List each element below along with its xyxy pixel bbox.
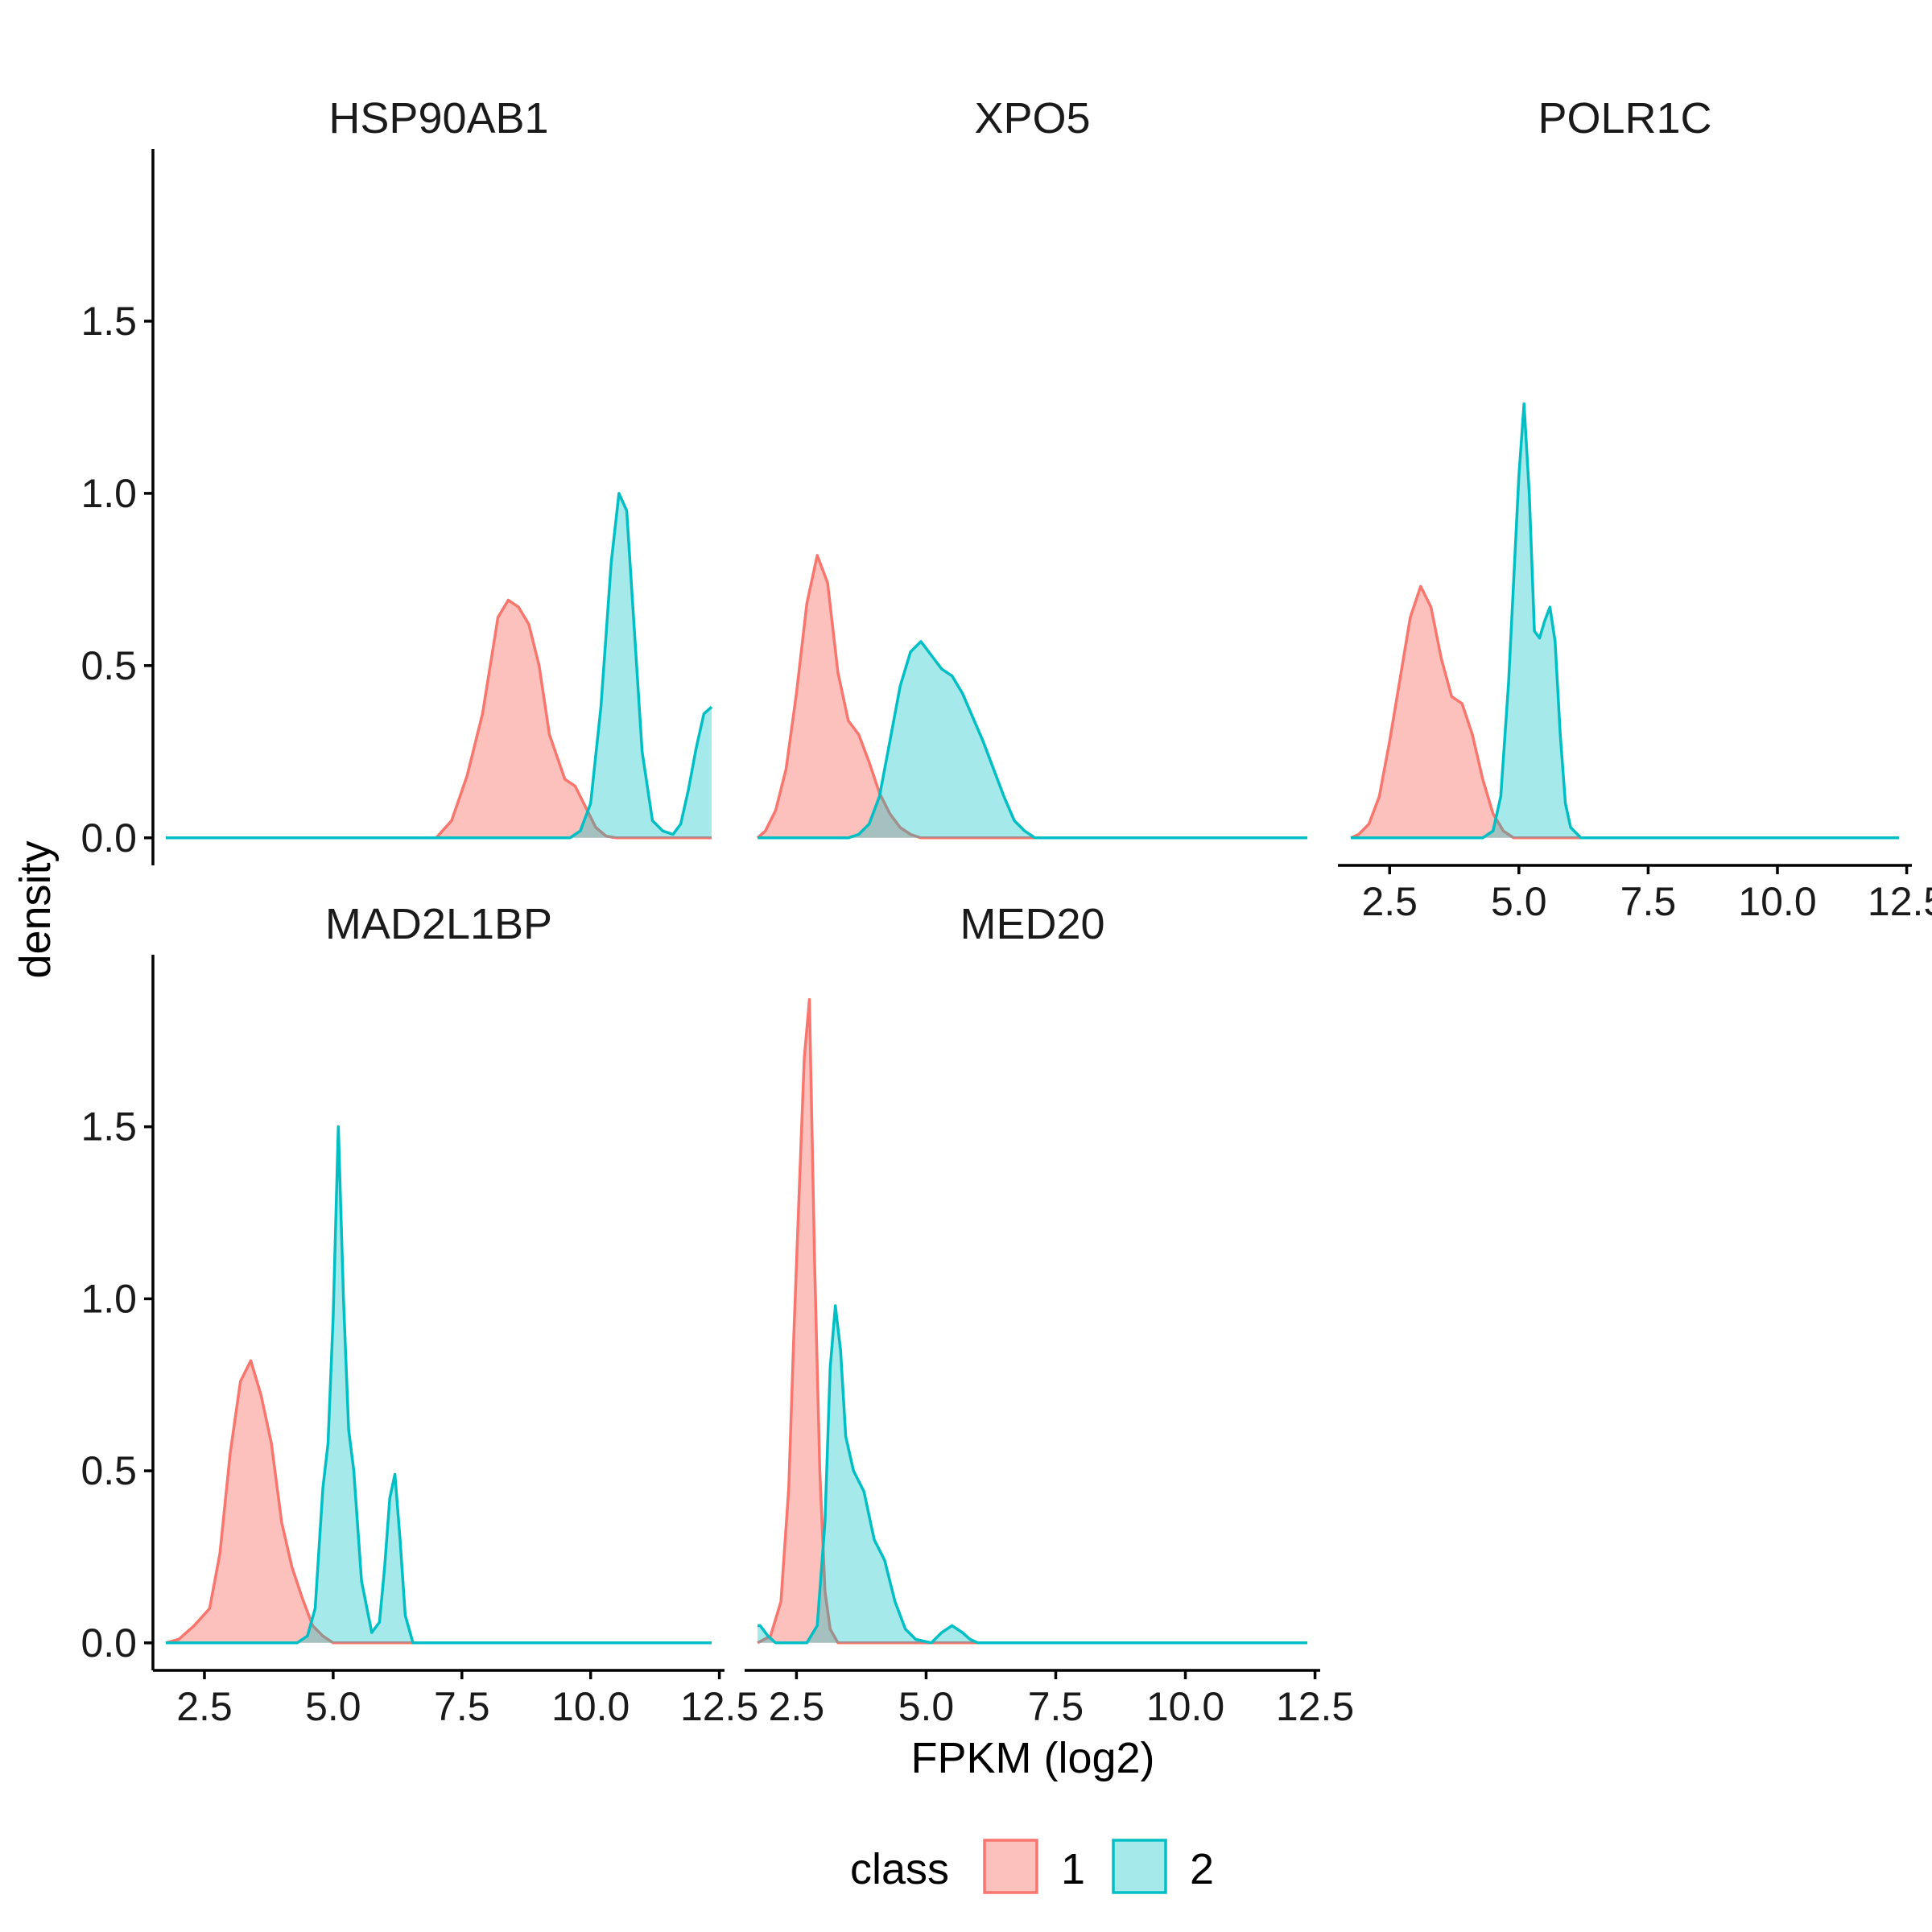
density-line-class-2 [758, 1304, 1307, 1645]
y-axis-title: density [11, 840, 60, 978]
density-area-class-1 [758, 999, 1307, 1643]
x-tick-label: 10.0 [551, 1684, 630, 1729]
legend: class 1 2 [850, 1839, 1214, 1894]
x-tick-label: 7.5 [434, 1684, 490, 1729]
y-tick-label: 0.5 [80, 643, 137, 688]
x-tick-label: 5.0 [305, 1684, 361, 1729]
x-tick-label: 2.5 [769, 1684, 825, 1729]
x-tick-label: 12.5 [1868, 879, 1932, 924]
y-tick-label: 1.0 [80, 471, 137, 516]
x-tick-label: 12.5 [1276, 1684, 1354, 1729]
x-tick-label: 7.5 [1620, 879, 1677, 924]
panel-title: MAD2L1BP [325, 900, 552, 948]
panel-polr1c: POLR1C 2.5 5.0 7.5 10.0 12.5 [1338, 94, 1932, 924]
y-tick-label: 0.0 [80, 815, 137, 861]
density-area-class-1 [166, 1360, 712, 1643]
panel-title: XPO5 [974, 94, 1090, 142]
x-tick-label: 5.0 [1491, 879, 1547, 924]
y-tick-label: 0.0 [80, 1620, 137, 1666]
x-tick-label: 10.0 [1146, 1684, 1224, 1729]
legend-label-class-1: 1 [1061, 1845, 1085, 1893]
panel-med20: MED20 2.5 5.0 7.5 10.0 12.5 [745, 900, 1354, 1729]
legend-title: class [850, 1845, 949, 1893]
density-line-class-2 [166, 492, 713, 840]
x-tick-label: 2.5 [1361, 879, 1418, 924]
panels-layer: HSP90AB1 0.0 0.5 1.0 1.5 XPO5 POLR1C 2.5 5.0 7.5 1… [80, 94, 1932, 1729]
density-line-class-1 [757, 997, 1307, 1645]
density-area-class-2 [758, 641, 1307, 838]
legend-key-class-2 [1112, 1839, 1167, 1894]
density-line-class-2 [758, 640, 1307, 840]
legend-label-class-2: 2 [1190, 1845, 1214, 1893]
density-line-class-2 [1351, 402, 1899, 840]
x-tick-label: 2.5 [176, 1684, 233, 1729]
density-line-class-1 [756, 554, 1307, 840]
x-axis-title: FPKM (log2) [910, 1734, 1154, 1782]
panel-title: POLR1C [1538, 94, 1711, 142]
x-tick-label: 12.5 [680, 1684, 758, 1729]
panel-mad2l1bp: MAD2L1BP 0.0 0.5 1.0 1.5 2.5 5.0 7.5 10.0 12.5 [80, 900, 758, 1729]
density-line-class-2 [166, 1125, 712, 1645]
y-tick-label: 1.5 [80, 299, 137, 344]
x-tick-label: 5.0 [898, 1684, 955, 1729]
y-tick-label: 1.5 [80, 1104, 137, 1150]
panel-xpo5: XPO5 [756, 94, 1307, 840]
x-tick-label: 10.0 [1738, 879, 1816, 924]
x-tick-label: 7.5 [1028, 1684, 1084, 1729]
legend-key-class-1 [983, 1839, 1038, 1894]
y-tick-label: 1.0 [80, 1276, 137, 1321]
panel-hsp90ab1: HSP90AB1 0.0 0.5 1.0 1.5 [80, 94, 713, 865]
density-area-class-1 [1351, 586, 1899, 838]
panel-title: MED20 [960, 900, 1104, 948]
panel-title: HSP90AB1 [328, 94, 548, 142]
density-line-class-1 [1350, 584, 1899, 840]
density-line-class-1 [165, 1359, 712, 1645]
density-line-class-1 [166, 598, 712, 840]
y-tick-label: 0.5 [80, 1448, 137, 1493]
